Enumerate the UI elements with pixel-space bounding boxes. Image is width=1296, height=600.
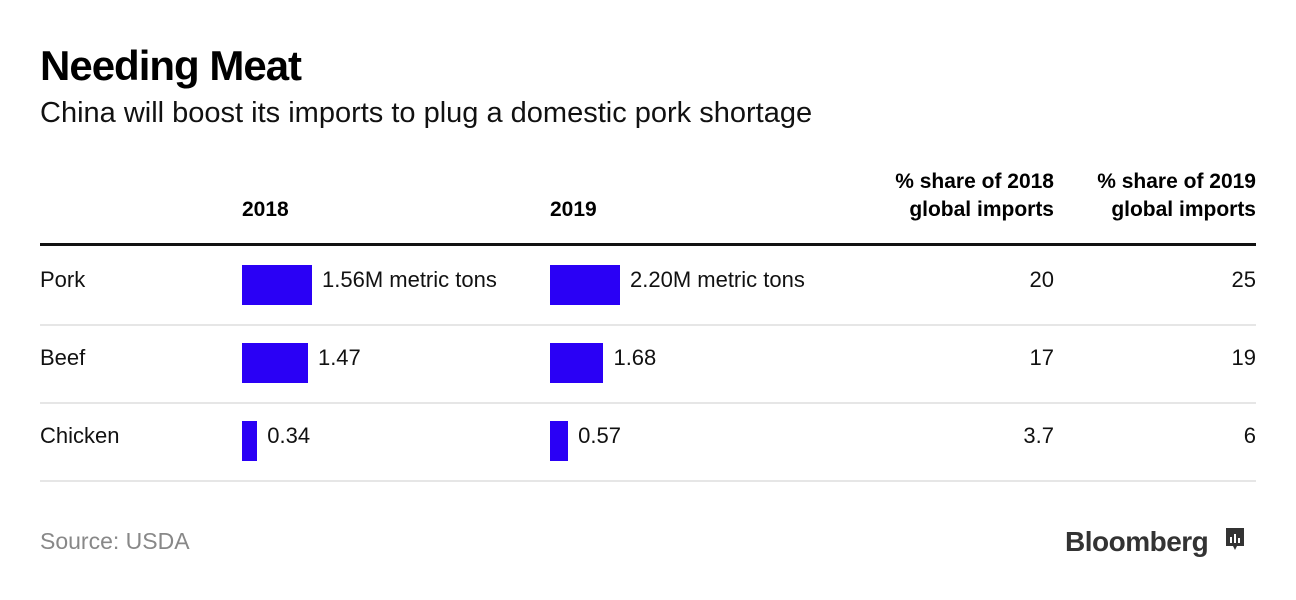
value-2019: 0.57 xyxy=(578,423,621,448)
share-2019: 25 xyxy=(1231,267,1256,292)
share-2019: 19 xyxy=(1231,345,1256,370)
value-2018: 1.47 xyxy=(317,345,361,370)
share-2018: 20 xyxy=(1029,267,1054,292)
share-2019: 6 xyxy=(1243,423,1256,448)
value-2019: 1.68 xyxy=(613,345,657,370)
value-2018: 1.56M metric tons xyxy=(322,267,497,292)
bar-2019 xyxy=(550,265,620,305)
value-2018: 0.34 xyxy=(267,423,311,448)
row-rule xyxy=(40,324,1256,326)
col-header-share-2018: % share of 2018 global imports xyxy=(895,168,1054,224)
bar-2018 xyxy=(242,421,258,461)
col-header-share-2019: % share of 2019 global imports xyxy=(1097,168,1256,224)
chart-icon xyxy=(1225,528,1244,550)
chart-subtitle: China will boost its imports to plug a d… xyxy=(40,97,813,129)
row-rule xyxy=(40,402,1256,404)
share-2018: 17 xyxy=(1029,345,1054,370)
share-2018: 3.7 xyxy=(1023,423,1054,448)
row-label: Chicken xyxy=(40,423,120,448)
col-header-2019: 2019 xyxy=(550,198,597,221)
header-line: % share of 2018 xyxy=(895,170,1054,193)
row-label: Pork xyxy=(40,267,86,292)
row-rule xyxy=(40,480,1256,482)
chart-title: Needing Meat xyxy=(40,42,302,89)
col-header-2018: 2018 xyxy=(242,198,289,221)
logo-text: Bloomberg xyxy=(1065,526,1209,557)
bloomberg-logo: Bloomberg xyxy=(1065,526,1246,558)
bar-2018 xyxy=(242,343,308,383)
bar-2019 xyxy=(550,421,569,461)
value-2019: 2.20M metric tons xyxy=(630,267,805,292)
header-rule xyxy=(40,243,1256,246)
header-line: global imports xyxy=(1111,198,1256,221)
source-note: Source: USDA xyxy=(40,528,190,554)
bar-2019 xyxy=(550,343,604,383)
row-label: Beef xyxy=(40,345,86,370)
bar-2018 xyxy=(242,265,312,305)
header-line: % share of 2019 xyxy=(1097,170,1256,193)
header-line: global imports xyxy=(909,198,1054,221)
